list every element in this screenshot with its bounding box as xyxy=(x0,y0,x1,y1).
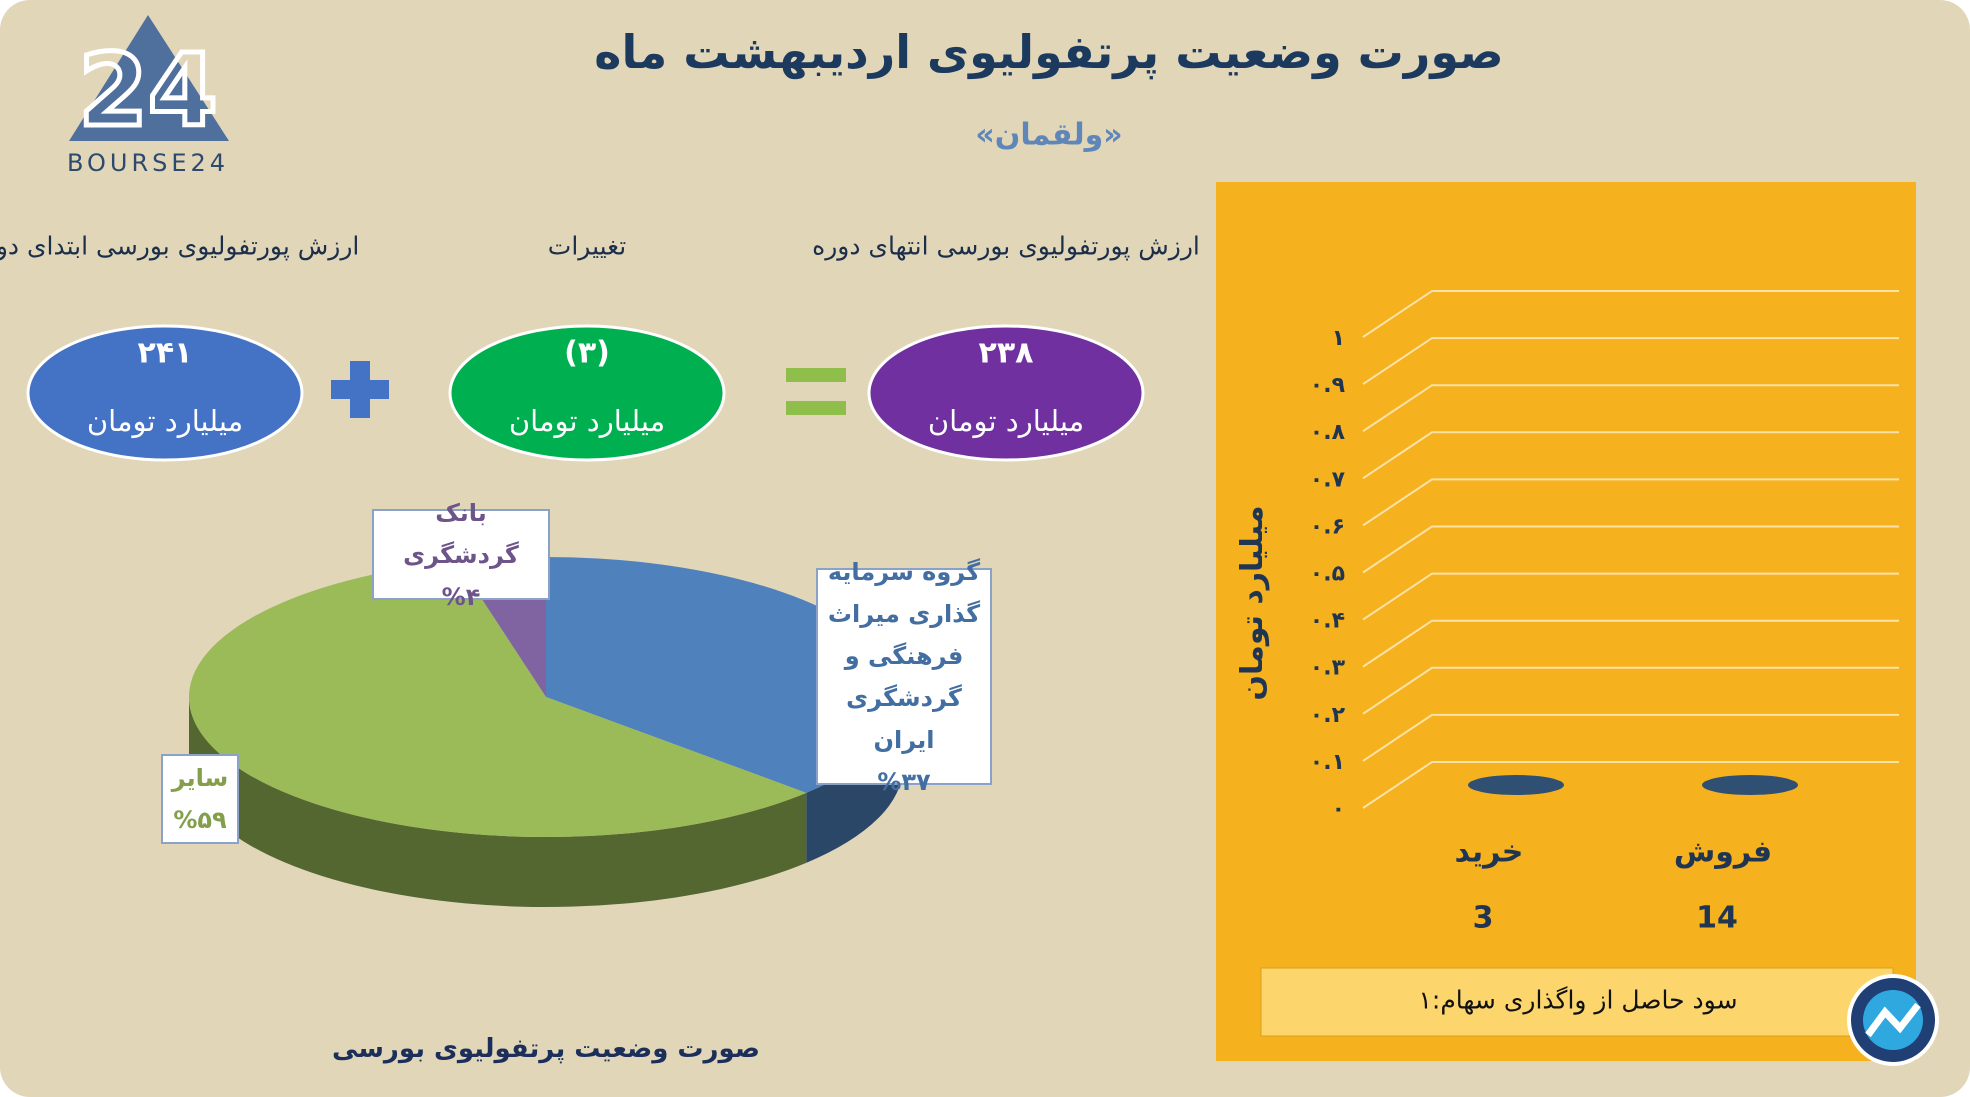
slice-percent: %۳۷ xyxy=(877,767,931,796)
summary-value: ۲۳۸ xyxy=(978,335,1034,371)
logo-text: BOURSE24 xyxy=(66,149,230,177)
grid-line xyxy=(1362,713,1899,762)
slice-percent: %۴ xyxy=(441,582,481,611)
equals-sign xyxy=(786,368,846,382)
slice-percent: %۵۹ xyxy=(173,806,227,834)
subtitle: «ولقمان» xyxy=(975,117,1123,153)
bar-top xyxy=(1468,775,1564,795)
grid-line xyxy=(1362,384,1899,433)
slice-category: گروه سرمایه گذاری میراث فرهنگی و گردشگری… xyxy=(827,557,981,754)
brand-icon xyxy=(1865,1002,1921,1038)
slice-side xyxy=(189,697,807,907)
slice-label: سایر %۵۹ xyxy=(161,754,239,844)
pie-slice xyxy=(189,561,807,837)
title: صورت وضعیت پرتفولیوی اردیبهشت ماه xyxy=(594,25,1504,79)
grid-line xyxy=(1362,478,1899,527)
summary-label: ارزش پورتفولیوی بورسی ابتدای دوره xyxy=(0,231,360,261)
annotation: سود حاصل از واگذاری سهام:۱ xyxy=(1418,985,1738,1015)
slice-label: بانک گردشگری %۴ xyxy=(372,499,550,611)
summary-label: تغییرات xyxy=(547,231,627,261)
slice-category: سایر xyxy=(171,764,229,792)
count-label: 3 xyxy=(1472,900,1494,936)
grid-line xyxy=(1362,666,1899,715)
grid-line xyxy=(1362,619,1899,668)
y-tick-label: ۰.۲ xyxy=(1310,703,1346,728)
y-tick-label: ۰.۳ xyxy=(1310,656,1346,681)
slice-category: بانک گردشگری xyxy=(403,498,519,569)
x-tick-label: خرید xyxy=(1454,834,1524,870)
grid-line xyxy=(1362,290,1899,338)
logo-mark: 24 xyxy=(78,32,217,149)
y-tick-label: ۰.۷ xyxy=(1310,467,1346,492)
grid-line xyxy=(1362,337,1899,385)
summary-unit: میلیارد تومان xyxy=(927,404,1085,438)
plus-sign xyxy=(350,361,370,418)
y-tick-label: ۰.۱ xyxy=(1310,750,1345,775)
slice-label: گروه سرمایه گذاری میراث فرهنگی و گردشگری… xyxy=(816,558,992,796)
y-axis-label: میلیارد تومان xyxy=(1235,505,1270,700)
grid-line xyxy=(1362,761,1899,809)
grid-line xyxy=(1362,431,1899,480)
y-tick-label: ۰.۹ xyxy=(1310,373,1345,398)
x-tick-label: فروش xyxy=(1673,834,1773,870)
annotation-box xyxy=(1260,967,1894,1037)
y-tick-label: ۰.۴ xyxy=(1310,609,1345,634)
summary-unit: میلیارد تومان xyxy=(86,404,244,438)
count-label: 14 xyxy=(1696,900,1738,936)
y-tick-label: ۰.۶ xyxy=(1310,514,1345,539)
grid-line xyxy=(1362,525,1899,574)
y-tick-label: ۰.۵ xyxy=(1310,562,1345,587)
summary-value: (۳) xyxy=(564,335,610,371)
logo-triangle xyxy=(69,15,229,141)
y-tick-label: ۰.۸ xyxy=(1310,420,1346,445)
grid-line xyxy=(1362,572,1899,621)
bar-top xyxy=(1702,775,1798,795)
summary-unit: میلیارد تومان xyxy=(508,404,666,438)
y-tick-label: ۰ xyxy=(1332,797,1345,822)
y-tick-label: ۱ xyxy=(1332,326,1345,351)
equals-sign xyxy=(786,401,846,415)
summary-oval xyxy=(867,324,1145,462)
pie-slice xyxy=(546,557,904,793)
summary-oval xyxy=(448,324,726,462)
summary-oval xyxy=(26,324,304,462)
summary-label: ارزش پورتفولیوی بورسی انتهای دوره xyxy=(812,231,1200,261)
summary-value: ۲۴۱ xyxy=(137,335,193,371)
pie-title: صورت وضعیت پرتفولیوی بورسی xyxy=(332,1034,760,1064)
